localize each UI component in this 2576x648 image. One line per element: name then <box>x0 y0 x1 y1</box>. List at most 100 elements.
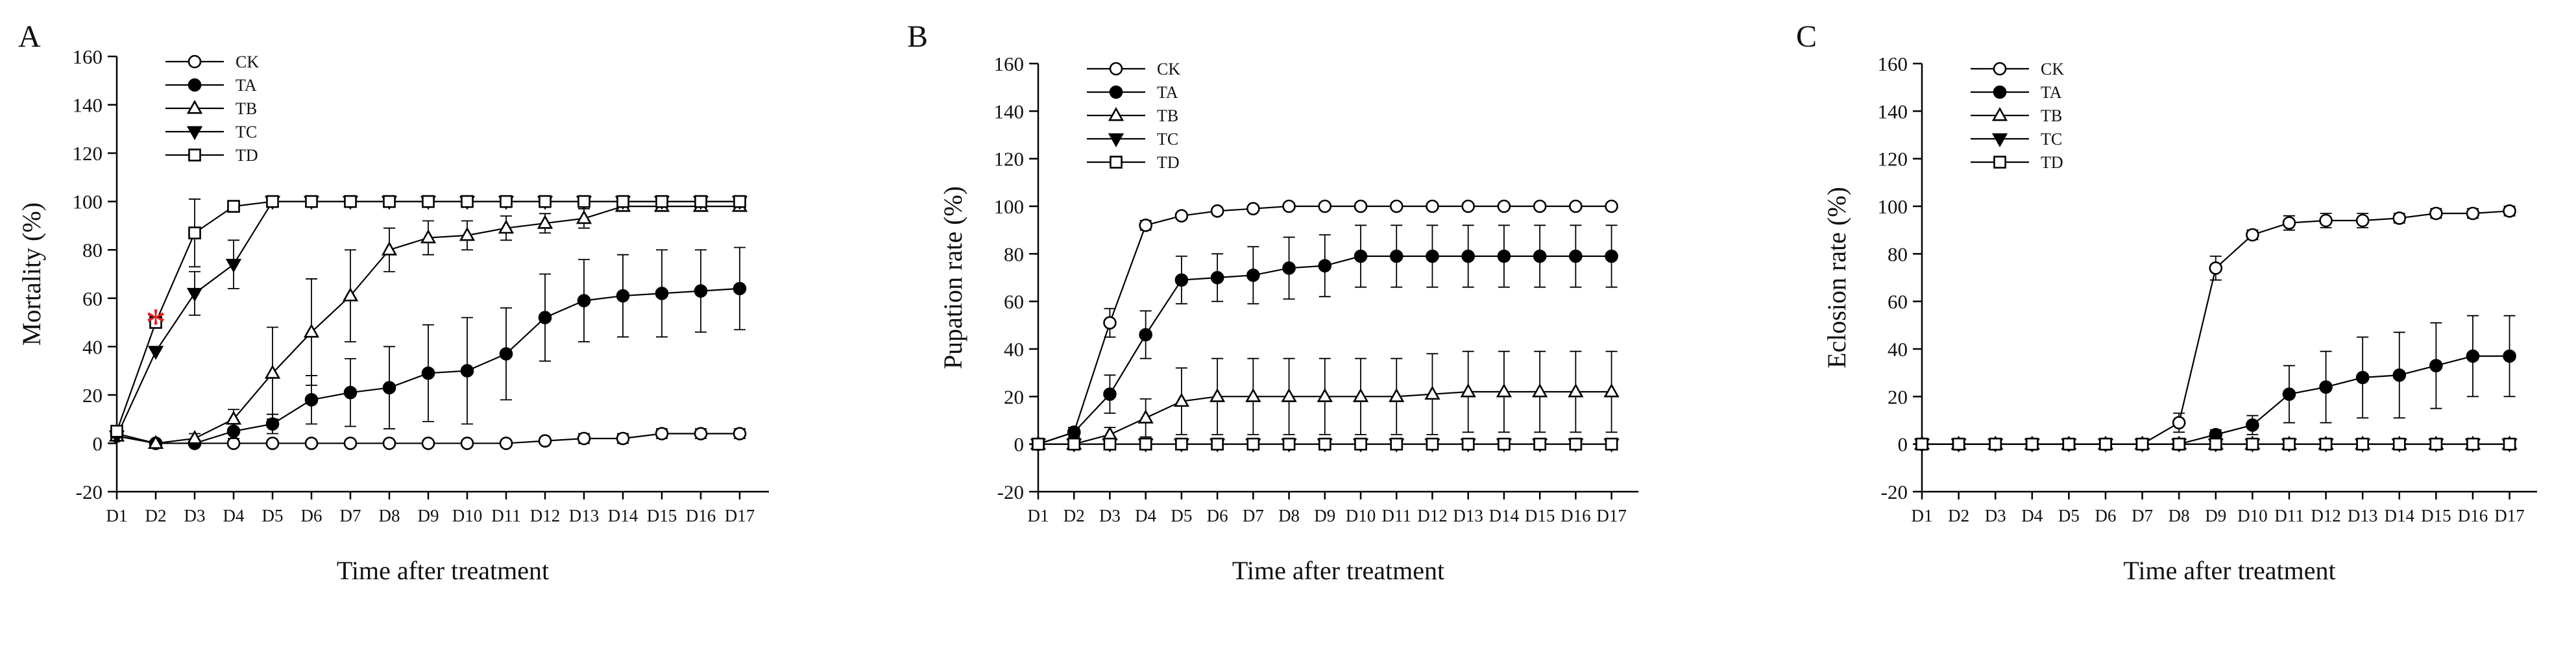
panel-a-xtick-label-d1: D1 <box>106 506 128 525</box>
panel-b-series-tb-point-11 <box>1389 388 1405 402</box>
panel-a-legend-td-marker <box>188 149 201 162</box>
panel-b-series-td-point-4 <box>1139 437 1152 451</box>
panel-b-legend-tc-marker <box>1108 133 1124 147</box>
panel-b-series-tb-point-15 <box>1532 383 1548 398</box>
panel-a-series-tb-point-13 <box>576 210 592 224</box>
panel-b-series-ck-point-13 <box>1461 199 1475 213</box>
panel-a-ytick-label-100: 100 <box>73 191 103 213</box>
panel-a-xtick-label-d10: D10 <box>452 506 483 525</box>
panel-a-ytick-label-40: 40 <box>82 335 103 358</box>
panel-b-xtick-label-d8: D8 <box>1278 506 1300 525</box>
panel-b-series-ta-point-9 <box>1318 259 1332 272</box>
panel-b-series-ck-point-17 <box>1605 199 1618 213</box>
panel-c-legend-ck-label: CK <box>2041 60 2064 78</box>
panel-b-series-ta-point-14 <box>1497 249 1511 263</box>
panel-c-xtick-label-d9: D9 <box>2205 506 2226 525</box>
panel-a-xtick-label-d7: D7 <box>340 506 361 525</box>
panel-a-series-ck-point-14 <box>616 431 630 446</box>
panel-a-series-tb-point-4 <box>225 411 242 425</box>
panel-c-xtick-label-d4: D4 <box>2021 506 2043 525</box>
panel-a-series-ta-point-17 <box>733 282 747 296</box>
panel-c-series-ta-point-11 <box>2282 387 2296 401</box>
panel-b-series-ta-point-10 <box>1354 249 1368 263</box>
panel-a-series-ta-point-15 <box>655 287 669 300</box>
panel-c-ytick-label-160: 160 <box>1878 53 1908 75</box>
panel-b-series-tb-point-3 <box>1102 426 1118 440</box>
panel-b-xtick-label-d15: D15 <box>1525 506 1555 525</box>
panel-b-legend: CK TA TB TC TD <box>1087 60 1180 172</box>
panel-c-ytick-label-40: 40 <box>1888 338 1908 361</box>
panel-c-series-ck-point-9 <box>2209 261 2223 275</box>
panel-c-xtick-label-d5: D5 <box>2058 506 2080 525</box>
panel-a-xtick-label-d6: D6 <box>301 506 322 525</box>
panel-c-series-ta-point-12 <box>2319 380 2333 394</box>
panel-b-series-tb-point-12 <box>1424 385 1440 400</box>
panel-c-xtick-label-d2: D2 <box>1948 506 1969 525</box>
panel-b-xtick-label-d7: D7 <box>1243 506 1264 525</box>
panel-a-series-ta-point-13 <box>577 294 591 307</box>
panel-b-series-tb-point-17 <box>1603 383 1620 398</box>
panel-c-series-td-point-2 <box>1952 437 1965 451</box>
panel-a-series-ck-point-9 <box>421 437 435 450</box>
panel-b-series-td-point-16 <box>1569 437 1583 451</box>
panel-a-series-td-point-5 <box>266 195 279 208</box>
panel-a-series-ck-point-6 <box>304 437 319 450</box>
panel-a-series-tb-point-12 <box>537 215 553 229</box>
panel-a-xtick-label-d14: D14 <box>608 506 638 525</box>
panel-a-series-td-point-11 <box>500 195 513 208</box>
panel-a-xtick-label-d3: D3 <box>184 506 206 525</box>
panel-c-series-ta-point-13 <box>2355 370 2370 385</box>
panel-a-legend-tb-label: TB <box>236 99 257 118</box>
panel-b-series-ta-point-5 <box>1174 273 1189 287</box>
panel-c-series-td-point-4 <box>2025 437 2039 451</box>
panel-b-series-td-point-13 <box>1461 437 1475 451</box>
panel-b-ytick-label-60: 60 <box>1004 291 1024 313</box>
panel-a-series-td-point-3 <box>188 226 201 239</box>
panel-c-series-ta-point-16 <box>2466 349 2480 363</box>
panel-c-xtick-label-d16: D16 <box>2458 506 2488 525</box>
panel-b-xtick-label-d4: D4 <box>1135 506 1156 525</box>
panel-a-series-ck-point-15 <box>655 427 669 440</box>
panel-b-series-ck-point-3 <box>1103 316 1117 330</box>
panel-a-series-ck-point-11 <box>499 437 513 450</box>
panel-a-xlabel: Time after treatment <box>337 556 549 585</box>
panel-c-xtick-label-d13: D13 <box>2348 506 2378 525</box>
panel-c-series-td-point-14 <box>2392 437 2406 451</box>
panel-c-series-ck-point-16 <box>2466 206 2480 221</box>
panel-b-series-tb-point-6 <box>1209 388 1226 402</box>
panel-a-series-ta-point-10 <box>460 364 474 378</box>
panel-c-legend-tc-marker <box>1991 133 2008 147</box>
panel-c-series-td <box>1915 437 2516 451</box>
panel-a-legend-ck-label: CK <box>236 53 259 71</box>
panel-c-ytick-label-20: 20 <box>1888 385 1908 408</box>
panel-a-xtick-label-d4: D4 <box>223 506 245 525</box>
panel-a-series-ta-point-16 <box>694 284 708 298</box>
panel-b-series-ck-point-5 <box>1174 209 1189 222</box>
panel-c-series-ck-point-12 <box>2319 213 2333 228</box>
panel-c-legend-ta-label: TA <box>2041 83 2062 102</box>
panel-c-series-ck-point-13 <box>2355 213 2370 228</box>
panel-b-series-ta-point-3 <box>1103 387 1117 401</box>
panel-a-ytick-label-60: 60 <box>82 287 103 310</box>
panel-b-series-tb-point-8 <box>1281 388 1297 402</box>
panel-a-xtick-label-d5: D5 <box>262 506 284 525</box>
panel-a-xtick-label-d15: D15 <box>647 506 677 525</box>
panel-a-series-tb-point-8 <box>381 241 398 256</box>
panel-b-xtick-label-d11: D11 <box>1381 506 1411 525</box>
panel-b-ytick-label-80: 80 <box>1004 243 1024 265</box>
panel-c-series-td-point-10 <box>2246 437 2259 451</box>
panel-c-series-ck-point-17 <box>2503 204 2516 218</box>
panel-c-legend-tc-label: TC <box>2041 130 2062 149</box>
panel-b-label: B <box>907 19 928 54</box>
panel-b-ytick-label-40: 40 <box>1004 338 1024 361</box>
panel-b-series-ta-point-8 <box>1282 261 1296 275</box>
panel-b-series-ck-point-11 <box>1389 199 1403 213</box>
panel-a-xtick-label-d13: D13 <box>569 506 600 525</box>
panel-a-ytick-label--20: -20 <box>76 481 103 503</box>
panel-c-xlabel: Time after treatment <box>2123 556 2335 585</box>
panel-b-xtick-label-d16: D16 <box>1561 506 1591 525</box>
panel-c-xtick-label-d17: D17 <box>2494 506 2525 525</box>
panel-a-series-td-point-9 <box>422 195 435 208</box>
panel-a-series-ta-point-7 <box>343 385 358 400</box>
